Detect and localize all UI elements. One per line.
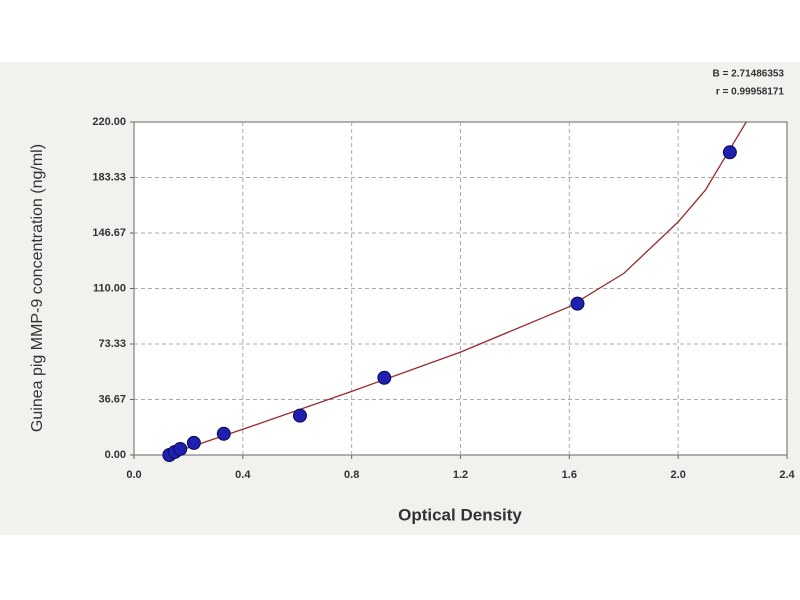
x-tick-label: 2.0 (671, 469, 686, 481)
data-point (570, 296, 585, 311)
data-point (377, 370, 392, 385)
fit-curve (166, 121, 747, 456)
y-tick-label: 146.67 (92, 227, 126, 239)
x-tick-label: 0.8 (344, 469, 359, 481)
y-tick-label: 36.67 (98, 393, 126, 405)
annotation: r = 0.99958171 (716, 87, 785, 98)
x-tick-label: 2.4 (779, 469, 795, 481)
data-point (173, 441, 188, 456)
data-point (216, 426, 231, 441)
annotation: B = 2.71486353 (713, 69, 785, 80)
y-tick-label: 220.00 (92, 116, 126, 128)
x-tick-label: 1.6 (562, 469, 577, 481)
x-tick-label: 0.0 (126, 469, 141, 481)
data-point (292, 408, 307, 423)
x-axis-title: Optical Density (398, 505, 522, 524)
y-tick-label: 183.33 (92, 171, 126, 183)
x-tick-label: 0.4 (235, 469, 251, 481)
y-tick-label: 110.00 (93, 282, 126, 294)
x-tick-label: 1.2 (453, 469, 468, 481)
y-tick-label: 73.33 (98, 338, 126, 350)
y-tick-label: 0.00 (105, 449, 126, 461)
data-point (186, 435, 201, 450)
y-axis-title: Guinea pig MMP-9 concentration (ng/ml) (29, 144, 46, 432)
data-point (722, 145, 737, 160)
